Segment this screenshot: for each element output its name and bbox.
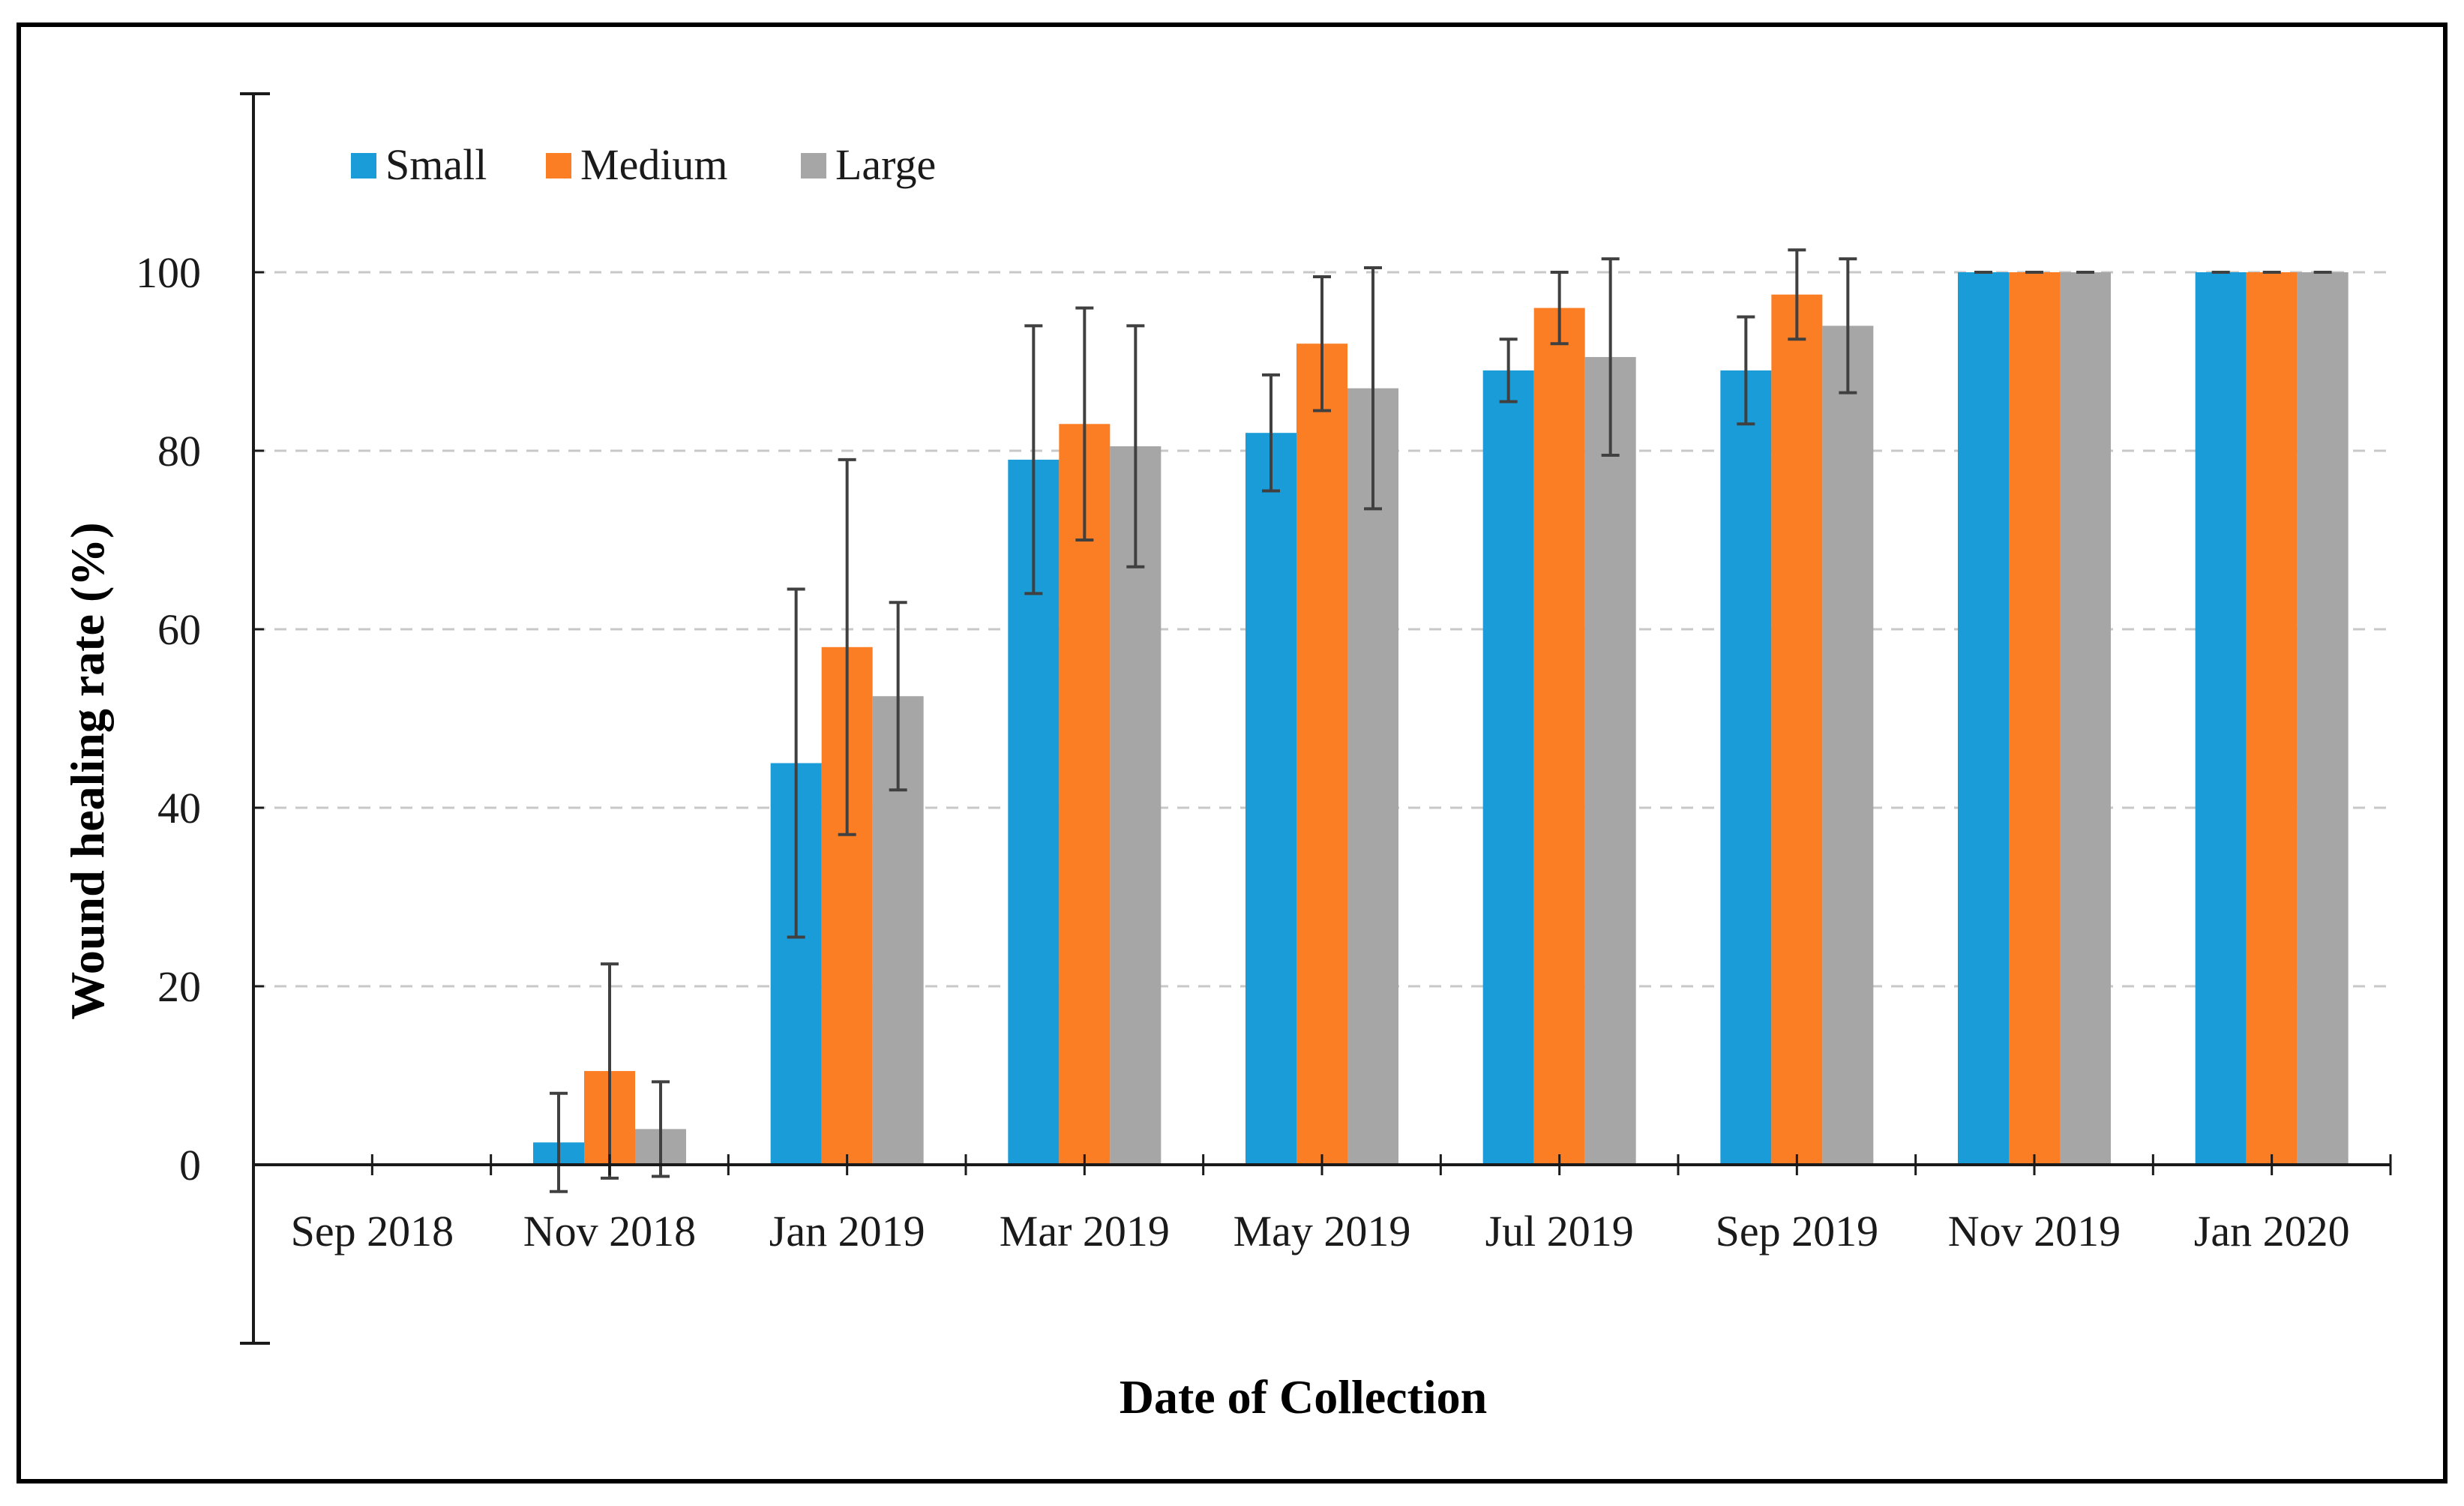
y-tick-label-80: 80 [157,427,201,476]
legend-label-small: Small [385,140,487,189]
x-tick-label-4: May 2019 [1233,1207,1411,1256]
bar-large-7 [2060,272,2111,1165]
bar-small-4 [1245,433,1296,1165]
y-tick-label-20: 20 [157,962,201,1011]
legend-swatch-small [351,153,376,178]
legend-label-medium: Medium [580,140,728,189]
axes [240,92,2392,1345]
bar-medium-8 [2246,272,2298,1165]
legend: Small Medium Large [351,140,936,189]
x-tick-label-5: Jul 2019 [1485,1207,1634,1256]
bar-medium-4 [1296,344,1347,1166]
y-axis-title: Wound healing rate (%) [61,522,114,1019]
bar-small-7 [1958,272,2009,1165]
bar-medium-6 [1771,294,1823,1165]
y-tick-label-100: 100 [136,248,201,297]
bars [533,272,2349,1166]
bar-small-6 [1720,370,1772,1165]
x-tick-label-8: Jan 2020 [2194,1207,2350,1256]
bar-small-8 [2195,272,2247,1165]
tick-labels: 0 20 40 60 80 100 Sep 2018 Nov 2018 Jan 2019 Mar … [136,248,2350,1256]
x-axis-title: Date of Collection [1120,1370,1488,1424]
x-tick-label-6: Sep 2019 [1716,1207,1879,1256]
bar-medium-3 [1059,424,1111,1165]
bar-large-5 [1584,357,1636,1165]
x-tick-label-3: Mar 2019 [1000,1207,1170,1256]
x-tick-label-7: Nov 2019 [1948,1207,2121,1256]
bar-small-5 [1482,370,1534,1165]
x-tick-label-2: Jan 2019 [769,1207,925,1256]
error-bars [312,248,2332,1193]
y-tick-label-40: 40 [157,784,201,832]
y-tick-label-60: 60 [157,605,201,654]
bar-medium-5 [1533,308,1585,1166]
figure-frame: 0 20 40 60 80 100 Sep 2018 Nov 2018 Jan 2019 Mar … [16,22,2448,1484]
x-tick-label-0: Sep 2018 [291,1207,454,1256]
bar-large-8 [2297,272,2349,1165]
bar-large-4 [1347,388,1398,1166]
bar-chart: 0 20 40 60 80 100 Sep 2018 Nov 2018 Jan 2019 Mar … [61,92,2392,1424]
legend-swatch-large [801,153,826,178]
x-tick-label-1: Nov 2018 [523,1207,696,1256]
bar-medium-7 [2009,272,2060,1165]
legend-label-large: Large [835,140,936,189]
bar-large-6 [1822,326,1874,1165]
legend-swatch-medium [546,153,571,178]
y-tick-label-0: 0 [179,1141,201,1190]
